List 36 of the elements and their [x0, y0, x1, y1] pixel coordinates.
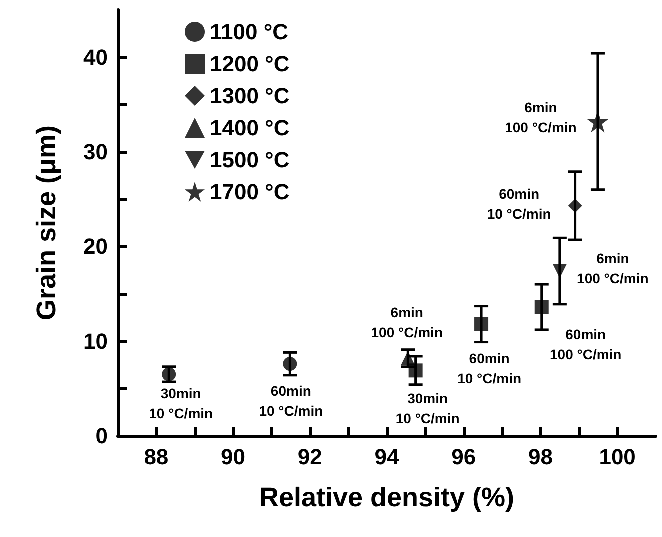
annotation: 60min 100 °C/min	[550, 326, 622, 362]
legend-label: 1700 °C	[210, 180, 290, 204]
point	[401, 351, 416, 366]
y-tick-label: 40	[84, 44, 108, 70]
y-tick-label: 10	[84, 328, 108, 354]
x-tick-label: 90	[221, 444, 246, 470]
x-axis-title: Relative density (%)	[259, 482, 515, 512]
point	[283, 357, 298, 372]
legend-label: 1300 °C	[210, 84, 290, 108]
legend-label: 1100 °C	[210, 20, 289, 44]
legend-label: 1200 °C	[210, 52, 290, 76]
annotation: 6min 100 °C/min	[505, 100, 577, 136]
legend-label: 1400 °C	[210, 116, 290, 140]
point	[534, 300, 549, 314]
x-tick-label: 88	[144, 444, 169, 470]
x-tick-label: 96	[452, 444, 476, 470]
annotation: 30min 10 °C/min	[396, 390, 460, 427]
x-tick-label: 92	[298, 444, 322, 470]
point	[408, 364, 423, 378]
y-tick-label: 0	[96, 424, 108, 448]
point	[568, 198, 582, 213]
y-tick-label: 30	[84, 140, 108, 164]
point	[552, 264, 567, 278]
x-tick-label: 100	[599, 444, 636, 470]
annotation: 6min 100 °C/min	[371, 304, 444, 340]
annotation: 60min 10 °C/min	[487, 186, 552, 222]
point	[474, 317, 489, 332]
annotation: 6min 100 °C/min	[577, 250, 649, 286]
annotation: 30min 10 °C/min	[149, 385, 214, 422]
y-tick-label: 20	[84, 234, 108, 260]
legend-label: 1500 °C	[210, 148, 290, 172]
y-axis-title: Grain size (μm)	[32, 125, 62, 321]
annotation: 60min 10 °C/min	[259, 383, 324, 420]
annotation: 60min 10 °C/min	[458, 350, 522, 386]
x-tick-label: 94	[374, 444, 400, 470]
x-tick-label: 98	[528, 444, 553, 470]
